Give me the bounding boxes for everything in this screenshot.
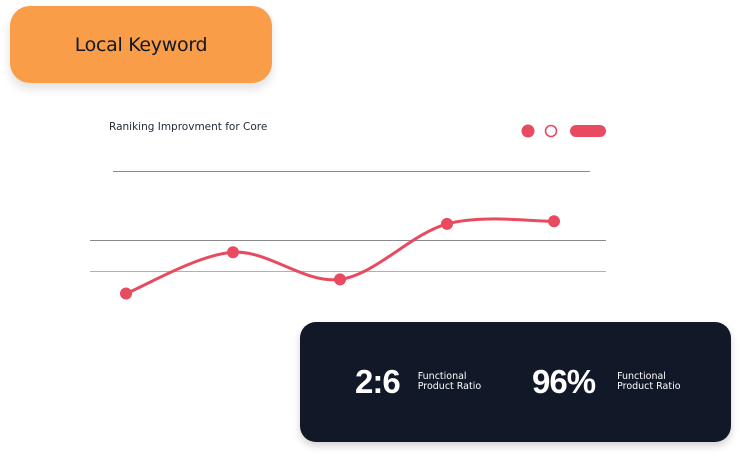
stat-label-line1: Functional <box>617 371 666 382</box>
data-point <box>120 287 132 300</box>
badge-label: Local Keyword <box>74 33 208 56</box>
stat-value: 2:6 <box>355 363 401 400</box>
data-point <box>548 215 560 228</box>
data-point <box>441 217 453 230</box>
stat-percent: 96% Functional Product Ratio <box>532 322 697 442</box>
stats-card: 2:6 Functional Product Ratio 96% Function… <box>300 322 731 442</box>
legend-filled-dot-icon <box>521 124 535 138</box>
local-keyword-badge[interactable]: Local Keyword <box>10 6 272 83</box>
legend-pill-icon <box>570 125 606 137</box>
stat-label-line1: Functional <box>417 371 467 382</box>
legend-hollow-dot-icon <box>544 124 558 138</box>
data-point <box>227 246 239 259</box>
stat-value: 96% <box>532 363 596 400</box>
stat-label-line2: Product Ratio <box>417 381 482 392</box>
data-point <box>334 273 346 286</box>
stat-label-line2: Product Ratio <box>617 381 681 392</box>
chart-title: Raniking Improvment for Core <box>109 121 268 133</box>
stat-ratio: 2:6 Functional Product Ratio <box>355 322 498 442</box>
